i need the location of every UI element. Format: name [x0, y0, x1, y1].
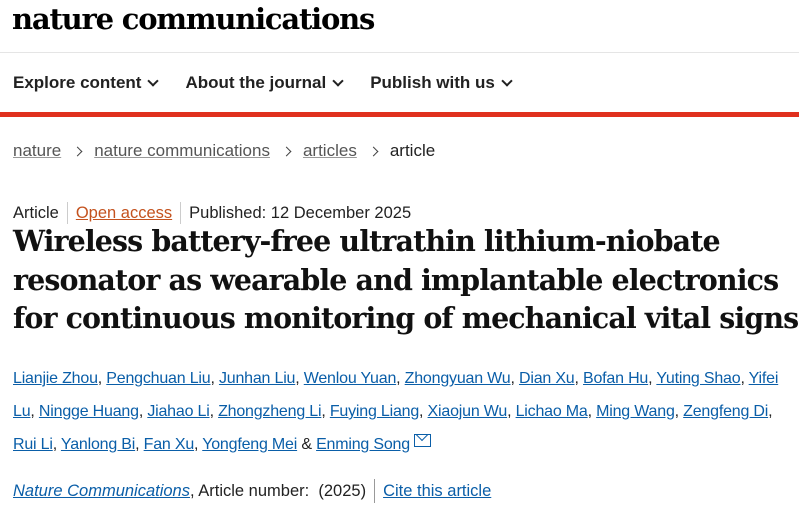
author-link[interactable]: Fan Xu: [143, 436, 195, 453]
divider: [180, 202, 182, 224]
article-meta: Article Open access Published: 12 Decemb…: [13, 202, 411, 224]
author-link[interactable]: Yuting Shao: [656, 370, 741, 387]
article-title: Wireless battery-free ultrathin lithium-…: [13, 224, 799, 335]
published-date: Published: 12 December 2025: [189, 203, 412, 222]
author-link[interactable]: Ming Wang: [596, 403, 675, 420]
author-link[interactable]: Zengfeng Di: [683, 403, 769, 420]
main-nav: Explore content About the journal Publis…: [13, 73, 513, 93]
site-logo[interactable]: nature communications: [12, 2, 375, 36]
author-link[interactable]: Yanlong Bi: [60, 436, 136, 453]
author-link[interactable]: Ningge Huang: [38, 403, 139, 420]
author-link[interactable]: Enming Song: [316, 436, 410, 453]
author-link[interactable]: Lianjie Zhou: [13, 370, 98, 387]
breadcrumb-nature[interactable]: nature: [13, 141, 62, 160]
citation-line: Nature Communications , Article number: …: [13, 479, 491, 503]
accent-bar: [0, 112, 799, 117]
author-link[interactable]: Pengchuan Liu: [106, 370, 211, 387]
author-link[interactable]: Zhongyuan Wu: [404, 370, 511, 387]
email-icon[interactable]: [413, 434, 431, 447]
author-link[interactable]: Jiahao Li: [147, 403, 210, 420]
author-link[interactable]: Junhan Liu: [218, 370, 296, 387]
open-access-link[interactable]: Open access: [75, 203, 173, 222]
author-link[interactable]: Zhongzheng Li: [218, 403, 322, 420]
author-link[interactable]: Fuying Liang: [329, 403, 420, 420]
chevron-right-icon: [281, 146, 292, 156]
author-link[interactable]: Yongfeng Mei: [202, 436, 298, 453]
author-link[interactable]: Wenlou Yuan: [303, 370, 397, 387]
chevron-right-icon: [368, 146, 379, 156]
author-list: Lianjie Zhou, Pengchuan Liu, Junhan Liu,…: [13, 370, 779, 453]
cite-this-article-link[interactable]: Cite this article: [383, 481, 492, 500]
chevron-down-icon: [332, 74, 344, 87]
chevron-down-icon: [501, 74, 513, 87]
nav-label: Publish with us: [370, 73, 495, 92]
breadcrumb-current: article: [389, 141, 436, 160]
divider: [0, 52, 799, 53]
journal-link[interactable]: Nature Communications: [13, 481, 190, 500]
nav-about-journal[interactable]: About the journal: [185, 73, 344, 93]
author-link[interactable]: Lichao Ma: [515, 403, 588, 420]
author-link[interactable]: Bofan Hu: [583, 370, 649, 387]
article-type: Article: [13, 203, 59, 222]
author-link[interactable]: Dian Xu: [518, 370, 575, 387]
author-link[interactable]: Rui Li: [13, 436, 53, 453]
nav-publish-with-us[interactable]: Publish with us: [370, 73, 513, 93]
article-number: , Article number: (2025): [190, 481, 367, 500]
author-link[interactable]: Yifei Lu: [13, 370, 779, 420]
divider: [374, 479, 376, 503]
breadcrumb-articles[interactable]: articles: [302, 141, 357, 160]
breadcrumb-nature-communications[interactable]: nature communications: [94, 141, 270, 160]
chevron-right-icon: [72, 146, 83, 156]
chevron-down-icon: [147, 74, 160, 87]
nav-explore-content[interactable]: Explore content: [13, 73, 160, 93]
nav-label: About the journal: [185, 73, 327, 92]
author-link[interactable]: Xiaojun Wu: [427, 403, 508, 420]
nav-label: Explore content: [13, 73, 142, 92]
breadcrumb: nature nature communications articles ar…: [13, 141, 435, 161]
divider: [66, 202, 68, 224]
